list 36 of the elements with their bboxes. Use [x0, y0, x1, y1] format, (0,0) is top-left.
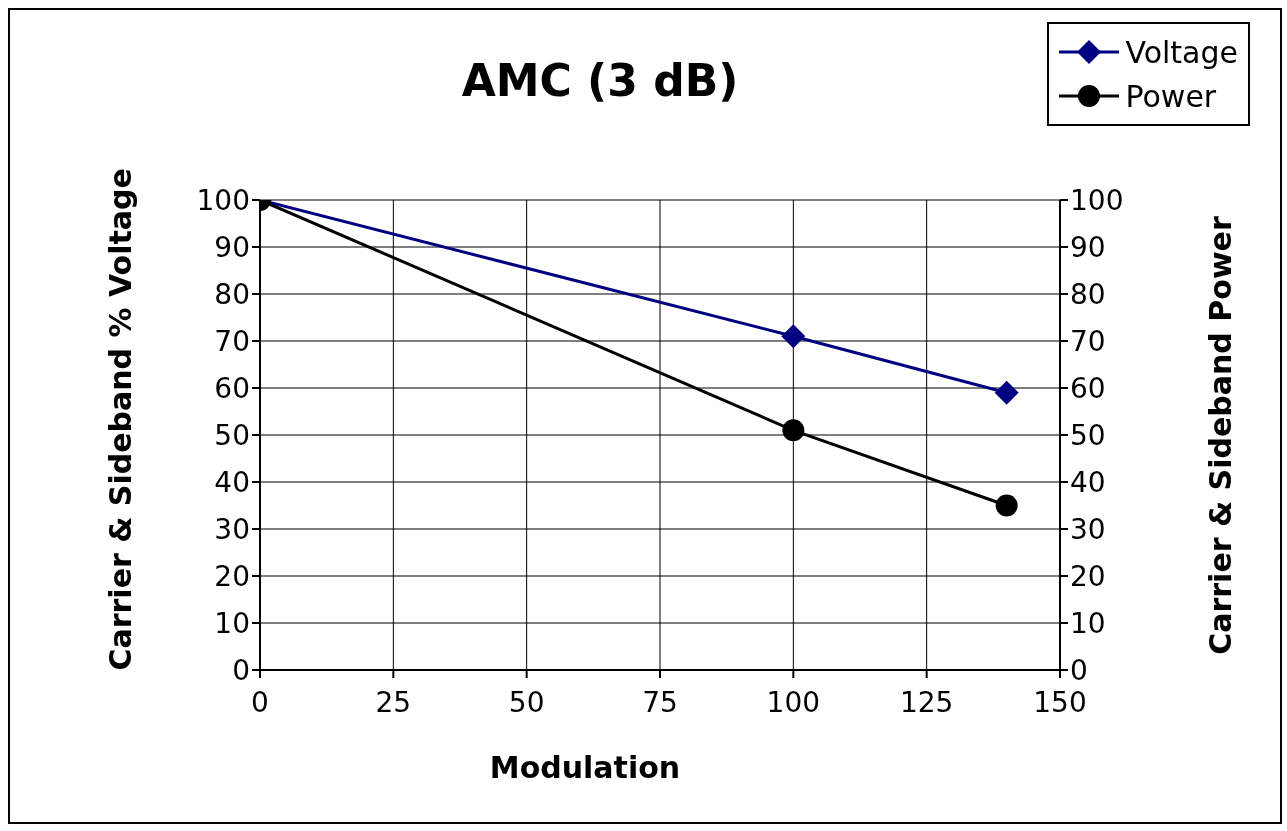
y2-tick-label: 50 — [1070, 418, 1106, 452]
y-tick-label: 10 — [214, 606, 250, 640]
y-tick-label: 90 — [214, 230, 250, 264]
chart-title: AMC (3 dB) — [460, 55, 740, 106]
y2-tick-label: 20 — [1070, 559, 1106, 593]
legend-label: Power — [1125, 78, 1217, 114]
y2-tick-label: 10 — [1070, 606, 1106, 640]
x-tick-label: 50 — [508, 685, 545, 719]
point — [782, 419, 805, 442]
x-tick-label: 100 — [766, 685, 821, 719]
y-tick-label: 0 — [232, 653, 250, 687]
y2-tick-label: 30 — [1070, 512, 1106, 546]
y2-tick-label: 70 — [1070, 324, 1106, 358]
y2-tick-label: 90 — [1070, 230, 1106, 264]
y-tick-label: 70 — [214, 324, 250, 358]
x-tick-label: 25 — [375, 685, 412, 719]
x-tick-label: 125 — [899, 685, 954, 719]
y2-axis-title: Carrier & Sideband Power — [1202, 215, 1238, 655]
x-axis-title: Modulation — [488, 750, 682, 785]
y2-tick-label: 60 — [1070, 371, 1106, 405]
y-tick-label: 40 — [214, 465, 250, 499]
y-axis-title: Carrier & Sideband % Voltage — [102, 167, 138, 670]
y-tick-label: 50 — [214, 418, 250, 452]
point — [995, 494, 1018, 517]
y2-tick-label: 40 — [1070, 465, 1106, 499]
legend-label: Voltage — [1125, 34, 1238, 70]
y-tick-label: 30 — [214, 512, 250, 546]
y-tick-label: 80 — [214, 277, 250, 311]
y2-tick-label: 0 — [1070, 653, 1088, 687]
y-tick-label: 60 — [214, 371, 250, 405]
y2-tick-label: 80 — [1070, 277, 1106, 311]
x-tick-label: 150 — [1033, 685, 1087, 719]
y-tick-label: 20 — [214, 559, 250, 593]
y2-tick-label: 100 — [1070, 183, 1124, 217]
y-tick-label: 100 — [196, 183, 250, 217]
x-tick-label: 75 — [642, 685, 678, 719]
